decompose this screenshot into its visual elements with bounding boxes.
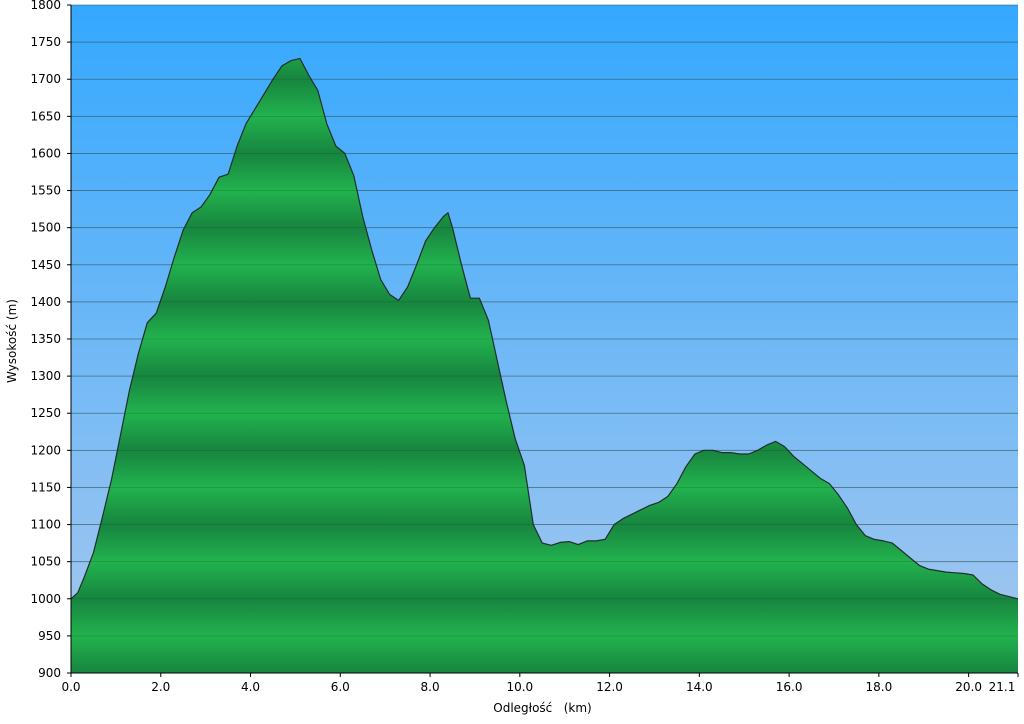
x-tick-label: 4.0 [241, 680, 260, 694]
elevation-line [70, 57, 1019, 600]
y-axis-title: Wysokość (m) [5, 299, 19, 383]
y-tick-label: 1700 [30, 72, 61, 86]
x-tick-label: 6.0 [331, 680, 350, 694]
y-tick-label: 1200 [30, 443, 61, 457]
x-tick-label: 21.1 [989, 680, 1016, 694]
y-tick-label: 1800 [30, 0, 61, 12]
x-tick-label: 18.0 [866, 680, 893, 694]
x-tick-label: 14.0 [686, 680, 713, 694]
y-tick-label: 900 [38, 666, 61, 680]
x-tick-label: 10.0 [506, 680, 533, 694]
y-tick-label: 1400 [30, 295, 61, 309]
x-tick-label: 12.0 [596, 680, 623, 694]
y-tick-label: 1000 [30, 592, 61, 606]
y-tick-label: 1550 [30, 184, 61, 198]
elevation-area [71, 58, 1018, 673]
x-tick-label: 8.0 [421, 680, 440, 694]
y-tick-label: 1350 [30, 332, 61, 346]
x-tick-label: 20.0 [955, 680, 982, 694]
y-tick-label: 1450 [30, 258, 61, 272]
y-tick-label: 1300 [30, 369, 61, 383]
y-tick-label: 1600 [30, 146, 61, 160]
x-tick-label: 16.0 [776, 680, 803, 694]
y-tick-label: 950 [38, 629, 61, 643]
y-tick-label: 1050 [30, 555, 61, 569]
y-tick-label: 1100 [30, 518, 61, 532]
y-tick-label: 1250 [30, 406, 61, 420]
x-tick-label: 2.0 [151, 680, 170, 694]
x-tick-label: 0.0 [61, 680, 80, 694]
y-tick-label: 1150 [30, 480, 61, 494]
y-tick-label: 1650 [30, 109, 61, 123]
y-tick-label: 1750 [30, 35, 61, 49]
x-axis-title: Odległość (km) [493, 701, 591, 715]
y-tick-label: 1500 [30, 221, 61, 235]
